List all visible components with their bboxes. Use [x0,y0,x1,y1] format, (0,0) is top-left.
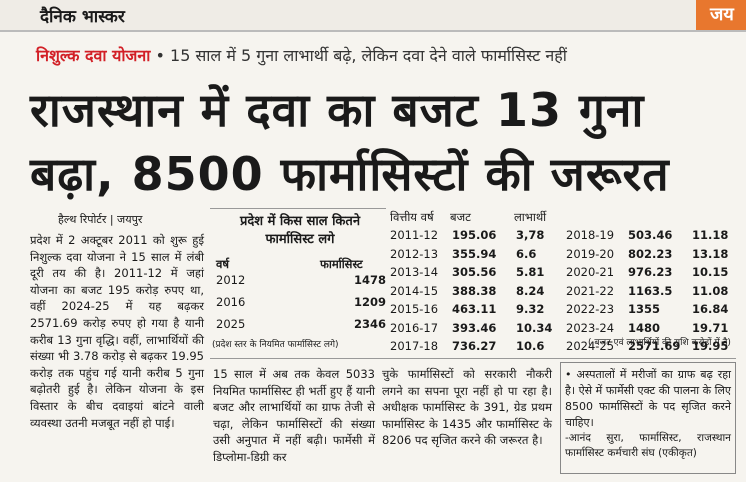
table-cell: 2019-20 [566,246,615,261]
quote-box: • अस्पतालों में मरीजों का ग्राफ बढ़ रहा … [560,362,736,474]
pharmacist-table: वर्ष फार्मासिस्ट 2012 1478 2016 1209 2025 2346 [210,257,386,347]
table-cell: 2022-23 [566,302,615,316]
table-cell: 2025 [216,317,246,331]
body-column: चुके फार्मासिस्टों को सरकारी नौकरी लगने … [382,367,552,448]
divider [210,358,736,359]
table-cell: 2016-17 [390,320,439,335]
logo: दैनिक भास्कर [40,7,125,27]
table-cell: 463.11 [452,302,497,316]
quote-attribution: -आनंद सुरा, फार्मासिस्ट, राजस्थान फार्मा… [565,432,731,459]
table-cell: 1163.5 [628,283,673,298]
table-cell: 2016 [216,295,246,309]
table-cell: 736.27 [452,339,497,353]
kicker-text: • 15 साल में 5 गुना लाभार्थी बढ़े, लेकिन… [155,46,567,65]
table-cell: 976.23 [628,265,673,279]
table-header: वर्ष [216,257,230,271]
table-cell: 388.38 [452,283,497,298]
table-cell: 2017-18 [390,339,439,353]
table-cell: 10.6 [516,339,545,353]
table-cell: 2012 [216,273,246,287]
quote-text: • अस्पतालों में मरीजों का ग्राफ बढ़ रहा … [565,368,731,429]
byline: हैल्थ रिपोर्टर | जयपुर [58,213,143,226]
table-cell: 13.18 [692,246,729,261]
body-column: 15 साल में अब तक केवल 5033 नियमित फार्मा… [213,367,375,464]
table-cell: 2011-12 [390,228,439,242]
table-cell: 2571.69 [628,339,681,353]
table-cell: 2023-24 [566,320,615,335]
table-cell: 2018-19 [566,228,615,242]
box-title: प्रदेश में किस साल कितने फार्मासिस्ट लगे [239,214,361,247]
table-cell: 1209 [353,295,386,309]
table-cell: 11.08 [692,283,729,298]
table-cell: 305.56 [452,265,497,279]
table-note: (प्रदेश स्तर के नियमित फार्मासिस्ट लगे) [212,340,339,350]
table-cell: 503.46 [628,228,673,242]
section-tag: जय [696,0,746,30]
table-cell: 2013-14 [390,265,439,279]
table-cell: 1478 [353,273,386,287]
table-cell: 8.24 [516,283,545,298]
body-column: प्रदेश में 2 अक्टूबर 2011 को शुरू हुई नि… [30,233,204,430]
table-cell: 6.6 [516,246,537,261]
table-cell: 195.06 [452,228,497,242]
headline-line: बढ़ा, 8500 फार्मासिस्टों की जरूरत [30,147,670,201]
table-cell: 16.84 [692,302,729,316]
table-header: फार्मासिस्ट [320,257,363,271]
kicker: निशुल्क दवा योजना • 15 साल में 5 गुना ला… [36,44,567,66]
table-cell: 19.95 [692,339,729,353]
table-cell: 1480 [628,320,661,335]
table-cell: 10.34 [516,320,553,335]
table-cell: 5.81 [516,265,545,279]
table-header: बजट [450,210,471,224]
table-cell: 2015-16 [390,302,439,316]
table-cell: 2346 [353,317,386,331]
table-cell: 10.15 [692,265,729,279]
table-cell: 355.94 [452,246,497,261]
pharmacist-box: प्रदेश में किस साल कितने फार्मासिस्ट लगे… [210,208,386,355]
table-cell: 2012-13 [390,246,439,261]
budget-table: वित्तीय वर्ष बजट लाभार्थी 2011-12 195.06 3,78… [390,208,736,354]
table-cell: 2020-21 [566,265,615,279]
table-cell: 2024-25 [566,339,615,353]
table-cell: 393.46 [452,320,497,335]
table-cell: 11.18 [692,228,729,242]
table-cell: 3,78 [516,228,545,242]
table-cell: 802.23 [628,246,673,261]
table-cell: 1355 [628,302,661,316]
kicker-label: निशुल्क दवा योजना [36,46,151,65]
table-cell: 9.32 [516,302,545,316]
table-cell: 2021-22 [566,283,615,298]
table-header: वित्तीय वर्ष [390,210,434,224]
headline-line: राजस्थान में दवा का बजट 13 गुना [30,83,645,137]
table-cell: 19.71 [692,320,729,335]
table-header: लाभार्थी [514,210,547,224]
masthead [0,0,746,32]
table-cell: 2014-15 [390,283,439,298]
table-note: ( बजट एवं लाभार्थियों की राशि करोड़ों मे… [588,338,731,348]
